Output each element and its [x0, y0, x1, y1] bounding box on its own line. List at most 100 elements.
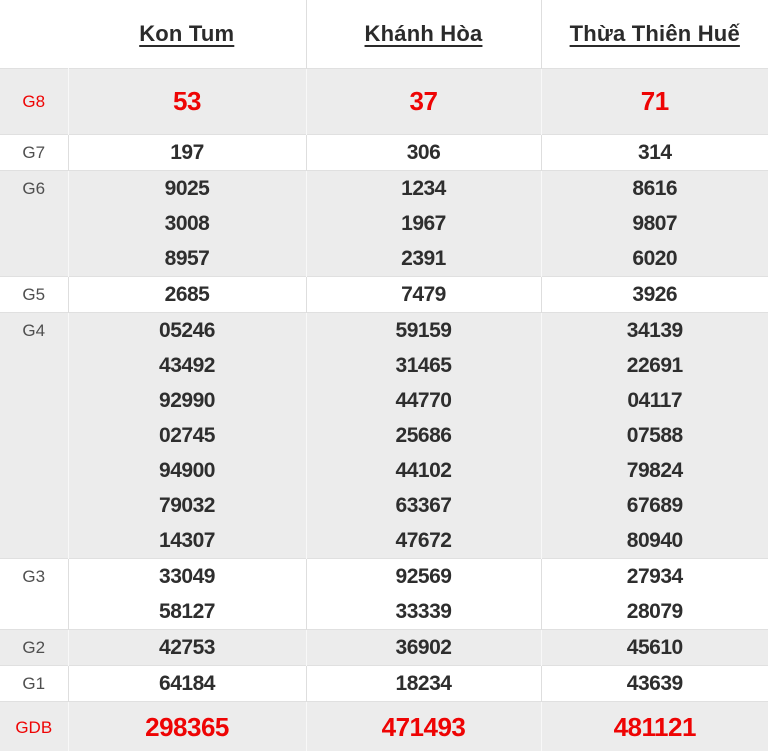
prize-value-cell: 3926	[541, 276, 768, 313]
prize-number: 42753	[159, 636, 215, 659]
prize-number: 37	[409, 86, 438, 116]
prize-number: 314	[637, 141, 672, 164]
prize-label: G7	[0, 134, 69, 171]
header-spacer	[0, 0, 68, 69]
prize-row-gdb: GDB 298365 471493 481121	[0, 701, 768, 751]
prize-number: 07588	[626, 424, 683, 447]
prize-number: 44102	[395, 459, 452, 482]
prize-number: 1234	[401, 177, 446, 200]
prize-value-cell: 92569 33339	[306, 558, 542, 630]
prize-value-cell: 42753	[68, 629, 307, 666]
prize-value-cell: 33049 58127	[68, 558, 307, 630]
prize-number: 94900	[159, 459, 215, 482]
prize-number: 9807	[632, 212, 678, 235]
prize-number: 1967	[401, 212, 446, 235]
prize-value-cell: 71	[541, 68, 768, 135]
table-body: G8 53 37 71 G7 197 306 314 G6 9025 3008 8957 1234 196…	[0, 68, 768, 751]
prize-row-g5: G5 2685 7479 3926	[0, 276, 768, 313]
prize-value-cell: 36902	[306, 629, 542, 666]
prize-number: 3926	[632, 283, 678, 306]
column-header-2: Khánh Hòa	[306, 0, 542, 69]
prize-row-g3: G3 33049 58127 92569 33339 27934 28079	[0, 558, 768, 630]
prize-number: 8957	[164, 247, 210, 270]
prize-value-cell: 27934 28079	[541, 558, 768, 630]
prize-number: 18234	[395, 672, 452, 695]
prize-value-cell: 298365	[68, 701, 307, 751]
prize-number: 298365	[145, 712, 229, 742]
prize-number: 71	[640, 86, 669, 116]
prize-number: 53	[173, 86, 201, 116]
prize-value-cell: 197	[68, 134, 307, 171]
prize-number: 36902	[395, 636, 452, 659]
column-header-3: Thừa Thiên Huế	[541, 0, 768, 69]
province-link[interactable]: Thừa Thiên Huế	[569, 21, 740, 46]
table-header: Kon Tum Khánh Hòa Thừa Thiên Huế	[0, 0, 768, 69]
prize-value-cell: 2685	[68, 276, 307, 313]
prize-value-cell: 18234	[306, 665, 542, 702]
prize-number: 43492	[159, 354, 215, 377]
prize-number: 197	[170, 141, 204, 164]
prize-label: G8	[0, 68, 69, 135]
prize-value-cell: 471493	[306, 701, 542, 751]
prize-number: 79824	[626, 459, 683, 482]
prize-value-cell: 7479	[306, 276, 542, 313]
prize-label: G4	[0, 312, 69, 559]
prize-number: 44770	[395, 389, 452, 412]
prize-value-cell: 306	[306, 134, 542, 171]
prize-number: 22691	[626, 354, 683, 377]
prize-number: 9025	[164, 177, 210, 200]
prize-number: 3008	[164, 212, 210, 235]
prize-number: 79032	[159, 494, 215, 517]
column-header-1: Kon Tum	[68, 0, 307, 69]
prize-number: 2391	[401, 247, 446, 270]
province-link[interactable]: Kon Tum	[139, 21, 235, 46]
prize-value-cell: 8616 9807 6020	[541, 170, 768, 277]
prize-row-g4: G4 05246 43492 92990 02745 94900 79032 14307 591…	[0, 312, 768, 559]
prize-number: 05246	[159, 319, 215, 342]
prize-number: 14307	[159, 529, 215, 552]
prize-label: GDB	[0, 701, 69, 751]
prize-number: 47672	[395, 529, 452, 552]
prize-number: 45610	[626, 636, 683, 659]
prize-value-cell: 45610	[541, 629, 768, 666]
prize-number: 7479	[401, 283, 446, 306]
prize-value-cell: 43639	[541, 665, 768, 702]
prize-number: 92990	[159, 389, 215, 412]
prize-label: G1	[0, 665, 69, 702]
prize-value-cell: 1234 1967 2391	[306, 170, 542, 277]
prize-value-cell: 53	[68, 68, 307, 135]
prize-number: 43639	[626, 672, 683, 695]
prize-number: 34139	[626, 319, 683, 342]
prize-value-cell: 314	[541, 134, 768, 171]
prize-value-cell: 34139 22691 04117 07588 79824 67689 80940	[541, 312, 768, 559]
prize-row-g7: G7 197 306 314	[0, 134, 768, 171]
prize-number: 63367	[395, 494, 452, 517]
prize-label: G6	[0, 170, 69, 277]
prize-number: 80940	[626, 529, 683, 552]
prize-row-g2: G2 42753 36902 45610	[0, 629, 768, 666]
prize-number: 33049	[159, 565, 215, 588]
prize-value-cell: 05246 43492 92990 02745 94900 79032 14307	[68, 312, 307, 559]
prize-value-cell: 59159 31465 44770 25686 44102 63367 47672	[306, 312, 542, 559]
prize-number: 2685	[164, 283, 210, 306]
prize-number: 59159	[395, 319, 452, 342]
prize-number: 33339	[395, 600, 452, 623]
prize-number: 471493	[381, 712, 466, 742]
prize-number: 481121	[613, 712, 697, 742]
prize-value-cell: 9025 3008 8957	[68, 170, 307, 277]
prize-number: 67689	[626, 494, 683, 517]
prize-number: 25686	[395, 424, 452, 447]
prize-number: 28079	[626, 600, 683, 623]
prize-value-cell: 37	[306, 68, 542, 135]
prize-value-cell: 481121	[541, 701, 768, 751]
province-link[interactable]: Khánh Hòa	[364, 21, 483, 46]
prize-number: 64184	[159, 672, 215, 695]
prize-label: G2	[0, 629, 69, 666]
prize-number: 04117	[627, 389, 683, 412]
prize-number: 92569	[395, 565, 452, 588]
prize-number: 02745	[159, 424, 215, 447]
prize-row-g1: G1 64184 18234 43639	[0, 665, 768, 702]
prize-label: G5	[0, 276, 69, 313]
prize-value-cell: 64184	[68, 665, 307, 702]
